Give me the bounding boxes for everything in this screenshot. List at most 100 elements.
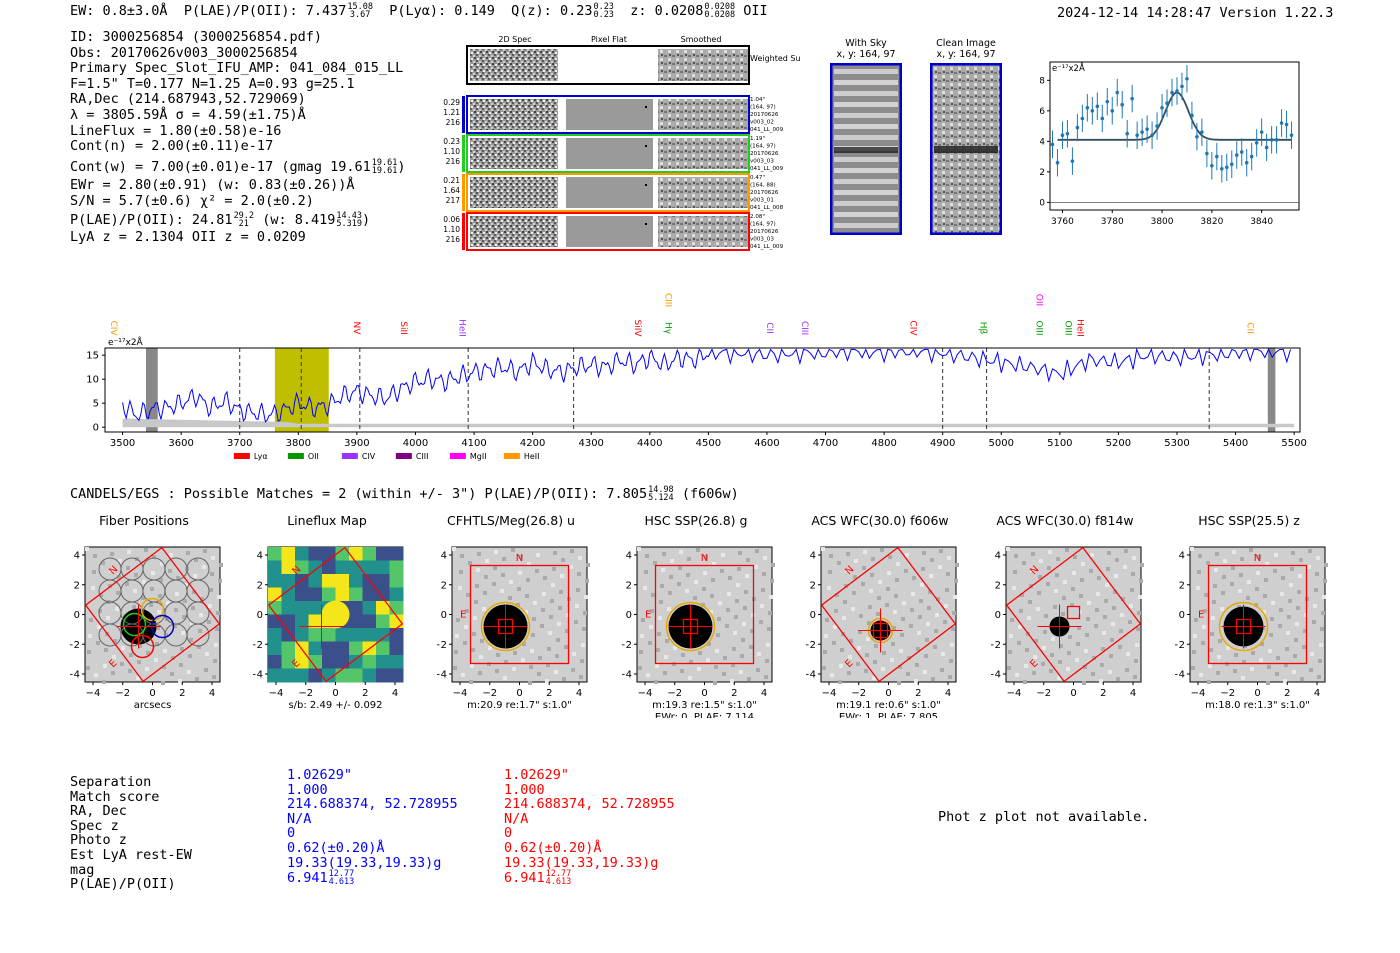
cutout-ytick-label: 0 [626,610,632,621]
spec2d-row-right-label: 20170626 [750,190,779,196]
label-radec: RA, Dec [70,803,127,820]
spec2d-row-left-label: 1.21 [443,108,460,117]
cutout-xtick-label: −2 [1036,688,1051,699]
info-contw: Cont(w) = 7.00(±0.01)e-17 (gmag 19.61 19.… [70,157,406,176]
label-mag: mag [70,861,95,878]
cutout-ytick-label: 4 [1179,551,1185,562]
spec-xtick-label: 4500 [696,438,721,449]
spec-xtick-label: 4900 [930,438,955,449]
fit-point [1130,96,1134,101]
fit-point [1175,89,1179,93]
clean-image-title: Clean Image x, y: 164, 97 [936,38,996,60]
header-ew: EW: 0.8±3.0Å [70,3,168,19]
cutout-title: ACS WFC(30.0) f606w [811,513,949,528]
cutout-ytick-label: 4 [995,551,1001,562]
cutout-ytick-label: −4 [622,670,632,681]
cutout-ytick-label: 0 [1179,610,1185,621]
info-ewr: EWr = 2.80(±0.91) (w: 0.83(±0.26))Å [70,177,355,194]
fit-point [1125,131,1129,136]
info-id: ID: 3000256854 (3000256854.pdf) [70,29,322,45]
spec-xtick-label: 5200 [1106,438,1131,449]
spec-xtick-label: 4000 [403,438,428,449]
cutout-caption: m:18.0 re:1.3" s:1.0" [1205,700,1310,711]
emission-line-label: CII [1244,322,1254,334]
cutout-ytick-label: 2 [810,580,816,591]
cutout-xtick-label: 0 [701,688,707,699]
cutout-ytick-label: 4 [74,551,80,562]
fit-point [1254,141,1259,145]
header-summary: EW: 0.8±3.0Å P(LAE)/P(OII): 7.437 15.08 3.… [70,3,768,20]
spec2d-row-right-label: 0.47" [750,175,765,181]
spec-xtick-label: 5300 [1164,438,1189,449]
fit-point [1195,134,1199,139]
fit-point [1205,151,1209,156]
cutout-caption: s/b: 2.49 +/- 0.092 [288,700,382,711]
cutout-xtick-label: 4 [209,688,215,699]
fit-point [1060,133,1065,138]
cutout-title: HSC SSP(25.5) z [1198,513,1300,528]
timestamp-version: 2024-12-14 14:28:47 Version 1.22.3 [1057,5,1334,21]
spec2d-row-left-label: 216 [446,235,461,244]
spec-xtick-label: 4400 [637,438,662,449]
fit-point [1210,163,1214,168]
cutout-xtick-label: −2 [667,688,682,699]
match-table-labels: Separation Match score RA, Dec Spec z Ph… [70,775,192,892]
spec2d-row-left-label: 1.10 [443,147,460,156]
cutout-ytick-label: 2 [995,580,1001,591]
fit-model-line [1057,91,1292,141]
header-z-line: OII [743,3,768,19]
fit-point [1075,125,1080,130]
spec-xtick-label: 3900 [344,438,369,449]
fit-point [1264,145,1269,150]
fit-ytick-label: 4 [1040,137,1045,147]
fit-point [1085,105,1090,110]
emission-line-label: NV [351,322,361,336]
fit-point [1155,124,1159,128]
aperture-circle [665,601,716,652]
spec-xtick-label: 3700 [227,438,252,449]
header-qz: Q(z): 0.23 [511,3,593,19]
cutout-ytick-label: 4 [626,551,632,562]
cutout-xtick-label: 2 [362,688,368,699]
spec-ytick-label: 10 [86,375,99,386]
header-plae: P(LAE)/P(OII): 7.437 [183,3,347,19]
fit-point [1274,138,1279,142]
cutout-caption-2: EWr: 0, PLAE: 7.114 [655,712,754,718]
spec2d-row-right-label: v003_03 [750,159,774,165]
col-2d-spec: 2D Spec [498,35,531,44]
aperture-circle [1218,601,1269,652]
spec2d-row-left-label: 216 [446,157,461,166]
cutout-title: ACS WFC(30.0) f814w [996,513,1134,528]
north-label: N [516,553,523,564]
fit-xtick-label: 3840 [1250,217,1273,227]
info-obs: Obs: 20170626v003_3000256854 [70,44,298,61]
legend-label: HeII [524,452,540,461]
cutout-ytick-label: 0 [441,610,447,621]
emission-line-label: SiIV [632,319,642,337]
info-sn: S/N = 5.7(±0.6) χ² = 2.0(±0.2) [70,192,314,209]
fit-point [1244,160,1249,165]
fit-xtick-label: 3760 [1051,217,1074,227]
spec-ytick-label: 5 [93,399,99,410]
spec2d-row-right-label: v003_01 [750,198,774,204]
cutout-title: HSC SSP(26.8) g [644,513,748,528]
fit-point [1220,167,1224,171]
spec2d-row-right-label: 1.19" [750,136,765,142]
spec2d-row-right-label: 20170626 [750,151,779,157]
fit-point [1190,113,1194,118]
cutout-ytick-label: 0 [257,610,263,621]
legend-label: Lyα [254,452,268,461]
cutout-xtick-label: −4 [638,688,653,699]
cutout-ytick-label: 2 [257,580,263,591]
emission-line-label: CIII [663,293,673,307]
spec2d-row-right-label: v003_02 [750,120,774,126]
fit-point [1224,165,1229,170]
cutout-ytick-label: −4 [1175,670,1185,681]
legend-label: OII [308,452,319,461]
cutout-xtick-label: 0 [149,688,155,699]
cutout-xtick-label: 2 [546,688,552,699]
fit-point [1165,101,1169,105]
